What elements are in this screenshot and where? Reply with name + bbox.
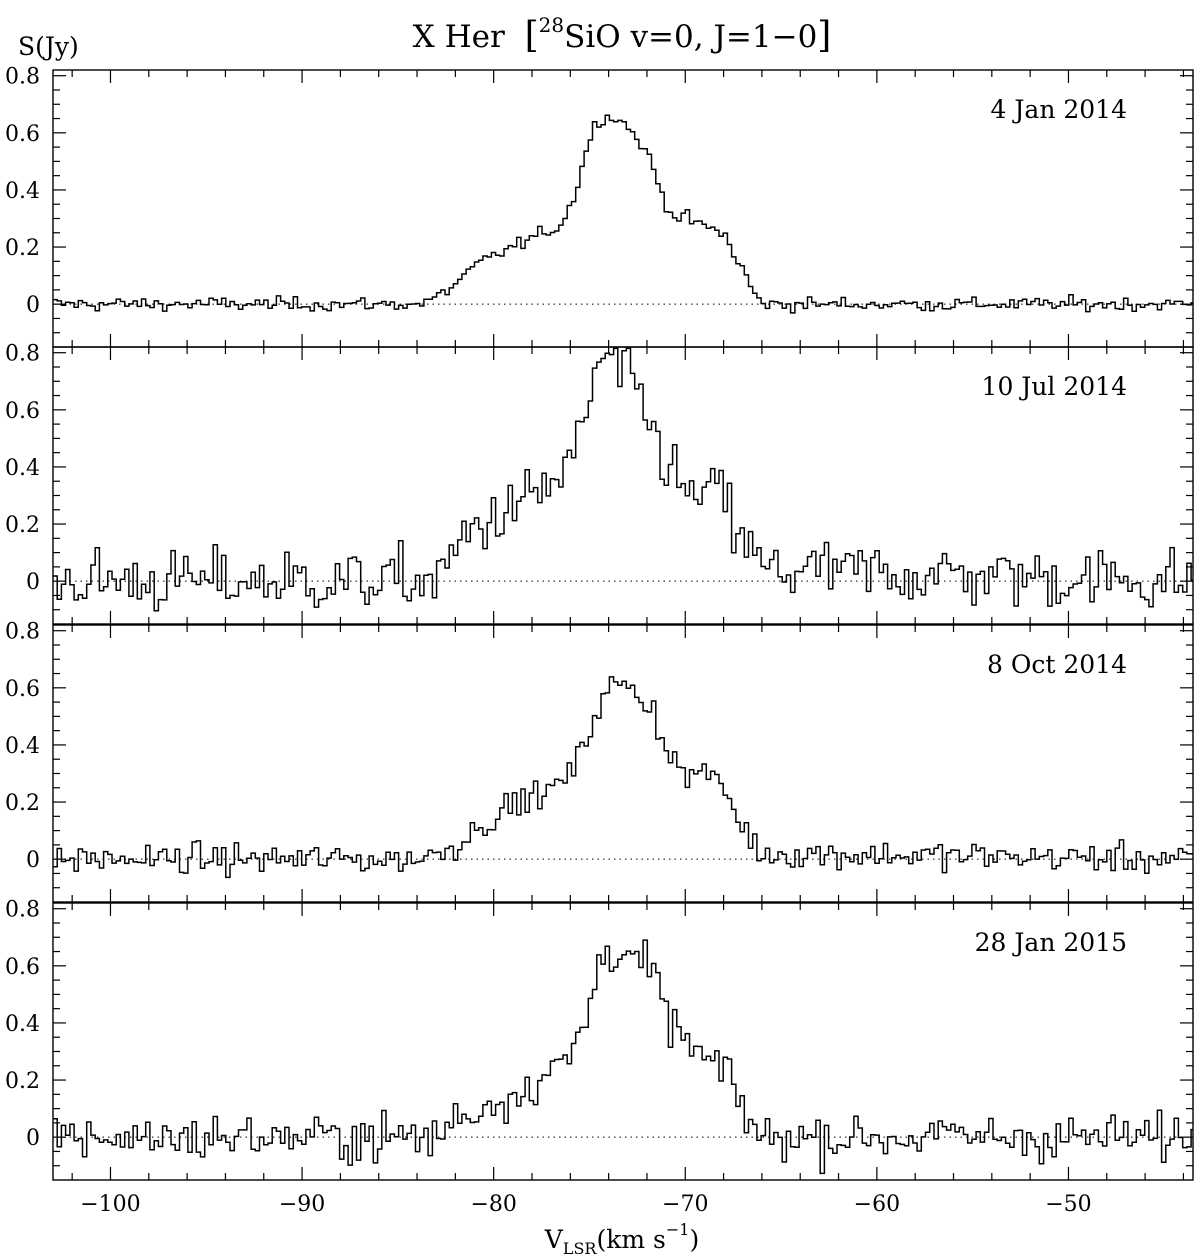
y-tick-label: 0.4 [5, 456, 40, 481]
y-tick-label: 0.8 [5, 65, 40, 90]
y-tick-label: 0.4 [5, 1012, 40, 1037]
panel-date-label: 28 Jan 2015 [975, 928, 1127, 957]
title-bracket-close: ] [817, 15, 831, 56]
x-tick-label: −80 [470, 1192, 516, 1217]
spectrum-line [53, 939, 1193, 1175]
x-axis-label-sub: LSR [563, 1239, 598, 1258]
panel-frame [52, 346, 1194, 625]
title-object: X Her [413, 19, 505, 55]
spectrum-line [53, 347, 1193, 612]
x-axis-label-close: ) [689, 1225, 699, 1254]
title-transition: SiO v=0, J=1−0 [564, 19, 817, 55]
x-tick-labels: −100 −90 −80 −70 −60 −50 [80, 1192, 1091, 1217]
panel-date-label: 4 Jan 2014 [991, 95, 1127, 124]
x-axis-label-unit: (km s [596, 1225, 665, 1254]
spectrum-panel: 0 0.2 0.4 0.6 0.8 8 Oct 2014 [5, 620, 1194, 903]
y-tick-label: 0.2 [5, 1069, 40, 1094]
spectrum-panel: 0 0.2 0.4 0.6 0.8 4 Jan 2014 [5, 65, 1194, 348]
x-tick-label: −100 [80, 1192, 140, 1217]
panels: 0 0.2 0.4 0.6 0.8 4 Jan 2014 0 0.2 0.4 0.6 0.8 10 J… [5, 65, 1194, 1181]
spectrum-panel: 0 0.2 0.4 0.6 0.8 28 Jan 2015 [5, 898, 1194, 1181]
x-axis-label-main: V [544, 1225, 564, 1254]
panel-frame [52, 624, 1194, 903]
y-tick-label: 0.2 [5, 236, 40, 261]
y-tick-label: 0 [26, 293, 40, 318]
y-tick-label: 0.2 [5, 791, 40, 816]
y-tick-label: 0 [26, 570, 40, 595]
y-tick-label: 0.4 [5, 734, 40, 759]
y-tick-label: 0.6 [5, 677, 40, 702]
x-axis-label: VLSR(km s−1) [544, 1220, 699, 1258]
x-tick-label: −60 [854, 1192, 900, 1217]
y-tick-label: 0.6 [5, 955, 40, 980]
y-tick-label: 0.8 [5, 342, 40, 367]
spectrum-line [53, 676, 1193, 879]
panel-date-label: 8 Oct 2014 [987, 650, 1127, 679]
title-bracket-open: [ [525, 15, 539, 56]
y-tick-label: 0 [26, 1126, 40, 1151]
panel-date-label: 10 Jul 2014 [982, 372, 1127, 401]
x-tick-label: −50 [1045, 1192, 1091, 1217]
y-tick-label: 0.6 [5, 399, 40, 424]
panel-frame [52, 902, 1194, 1181]
y-tick-label: 0.8 [5, 620, 40, 645]
x-axis-label-exp: −1 [666, 1220, 690, 1239]
title-isotope: 28 [539, 13, 564, 37]
x-tick-label: −90 [279, 1192, 325, 1217]
y-axis-label: S(Jy) [18, 32, 79, 61]
y-tick-label: 0 [26, 848, 40, 873]
y-tick-label: 0.6 [5, 122, 40, 147]
chart-title: X Her [28SiO v=0, J=1−0] [413, 13, 832, 56]
spectrum-line [53, 114, 1193, 314]
x-tick-label: −70 [662, 1192, 708, 1217]
y-tick-label: 0.8 [5, 898, 40, 923]
y-tick-label: 0.2 [5, 513, 40, 538]
spectrum-panel: 0 0.2 0.4 0.6 0.8 10 Jul 2014 [5, 342, 1194, 625]
y-tick-label: 0.4 [5, 179, 40, 204]
